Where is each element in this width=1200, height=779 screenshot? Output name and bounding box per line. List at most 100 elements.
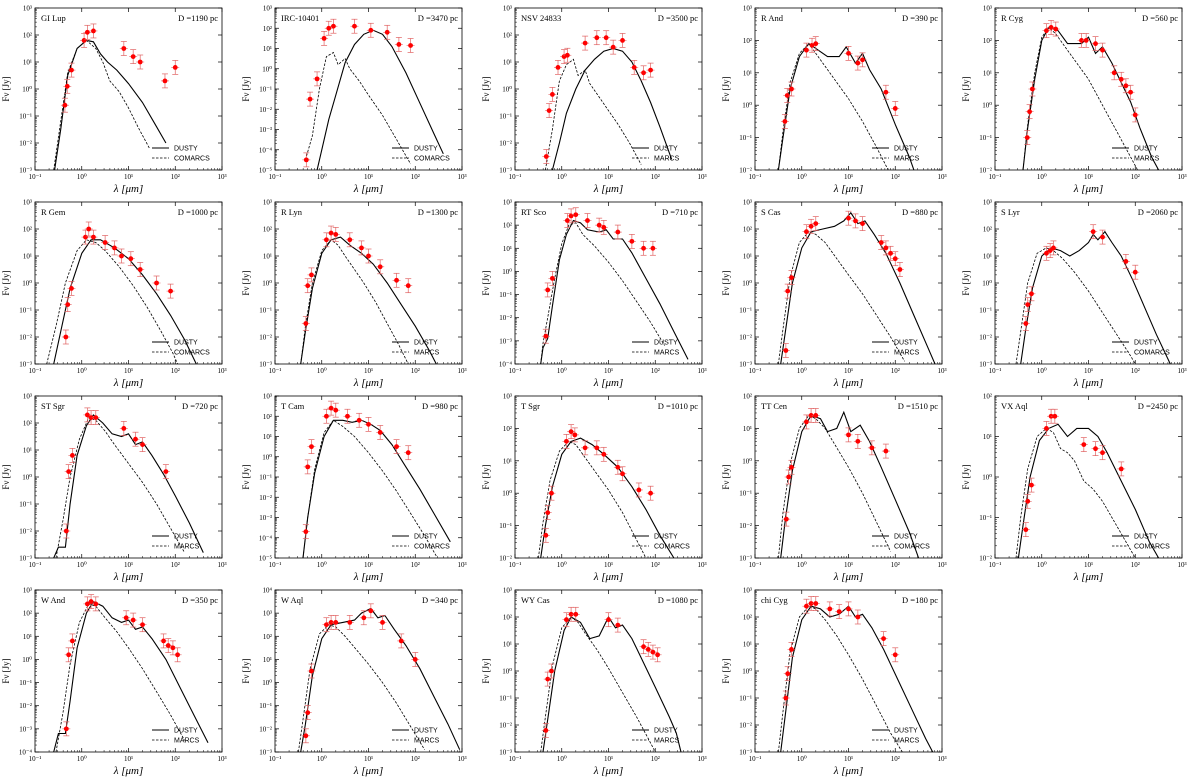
observed-point: [398, 638, 404, 644]
observed-point: [64, 83, 70, 89]
x-tick-label: 10³: [457, 561, 466, 569]
observed-point: [594, 445, 600, 451]
y-tick-label: 10⁰: [742, 668, 752, 676]
x-axis-label: λ [μm]: [113, 571, 144, 583]
observed-point: [161, 638, 166, 644]
x-tick-label: 10⁰: [77, 367, 87, 375]
x-axis-label: λ [μm]: [353, 377, 384, 389]
x-tick-label: 10⁻¹: [509, 173, 522, 181]
x-tick-label: 10³: [937, 173, 946, 181]
distance-label: D =3470 pc: [418, 13, 458, 23]
x-tick-label: 10⁻¹: [509, 561, 522, 569]
x-tick-label: 10⁻¹: [749, 755, 762, 763]
observed-point: [140, 622, 145, 628]
observed-point: [564, 438, 569, 444]
x-tick-label: 10¹: [364, 755, 373, 763]
x-tick-label: 10⁻¹: [269, 755, 282, 763]
y-tick-label: 10¹: [743, 69, 752, 77]
y-tick-label: 10³: [23, 199, 32, 207]
observed-point: [641, 644, 646, 650]
observed-point: [366, 421, 371, 427]
observed-point: [1048, 25, 1054, 30]
observed-point: [333, 232, 339, 237]
y-tick-label: 10⁰: [982, 474, 992, 482]
observed-point: [63, 726, 69, 732]
y-tick-label: 10¹: [743, 641, 752, 649]
observed-point: [394, 277, 399, 283]
y-tick-label: 10¹: [263, 45, 272, 53]
x-tick-label: 10⁰: [557, 367, 567, 375]
observed-point: [568, 213, 574, 219]
observed-point: [140, 442, 145, 447]
observed-point: [368, 608, 374, 614]
x-axis-label: λ [μm]: [1073, 183, 1104, 195]
y-tick-label: 10¹: [263, 433, 272, 441]
y-axis-label: Fν [Jy]: [241, 76, 251, 101]
y-tick-label: 10⁻²: [259, 725, 272, 733]
y-tick-label: 10⁰: [22, 86, 32, 94]
observed-point: [377, 264, 383, 270]
observed-point: [93, 601, 99, 607]
observed-point: [331, 23, 336, 29]
dusty-model-line: [540, 437, 675, 558]
observed-point: [641, 245, 646, 251]
y-tick-label: 10²: [23, 226, 32, 234]
y-tick-label: 10¹: [983, 69, 992, 77]
observed-point: [333, 407, 339, 413]
observed-point: [130, 617, 136, 623]
observed-point: [1027, 109, 1032, 115]
observed-point: [405, 450, 411, 456]
observed-point: [1052, 413, 1058, 419]
y-tick-label: 10⁰: [502, 490, 512, 498]
y-tick-label: 10⁰: [742, 457, 752, 465]
y-tick-label: 10¹: [503, 59, 512, 67]
x-tick-label: 10²: [891, 173, 900, 181]
observed-point: [133, 436, 138, 442]
legend-label-model1: DUSTY: [894, 534, 918, 541]
y-tick-label: 10⁻³: [19, 167, 32, 175]
y-axis-label: Fν [Jy]: [961, 270, 971, 295]
observed-point: [1030, 86, 1035, 92]
observed-point: [1023, 527, 1029, 533]
observed-point: [846, 50, 851, 56]
y-tick-label: 10²: [263, 633, 272, 641]
y-tick-label: 10³: [503, 393, 512, 401]
observed-point: [804, 603, 809, 609]
observed-point: [648, 490, 653, 496]
star-name: IRC-10401: [281, 13, 319, 23]
model-dashed-line: [302, 419, 437, 558]
y-tick-label: 10⁰: [502, 86, 512, 94]
legend-label-model2: MARCS: [894, 738, 920, 745]
legend-label-model1: DUSTY: [414, 146, 438, 153]
y-tick-label: 10⁻¹: [739, 307, 752, 315]
x-tick-label: 10²: [891, 367, 900, 375]
star-name: RT Sco: [521, 207, 546, 217]
x-axis-label: λ [μm]: [113, 765, 144, 777]
dusty-model-line: [1017, 423, 1160, 558]
y-tick-label: 10²: [743, 226, 752, 234]
sed-panel-s-cas: 10⁻¹ 10⁰ 10¹ 10² 10³ 10⁻³ 10⁻² 10⁻¹ 10⁰ 10¹ 10² 10³…: [721, 199, 947, 390]
observed-point: [645, 647, 651, 652]
x-tick-label: 10⁻¹: [269, 173, 282, 181]
y-tick-label: 10⁻²: [259, 106, 272, 114]
y-axis-label: Fν [Jy]: [1, 76, 11, 101]
distance-label: D =1190 pc: [178, 13, 218, 23]
y-tick-label: 10²: [503, 222, 512, 230]
y-axis-label: Fν [Jy]: [481, 270, 491, 295]
observed-point: [897, 267, 903, 272]
observed-point: [324, 413, 329, 419]
x-tick-label: 10¹: [1084, 367, 1093, 375]
x-tick-label: 10³: [217, 173, 226, 181]
y-tick-label: 10⁻⁵: [259, 555, 273, 563]
observed-point: [352, 23, 357, 29]
x-tick-label: 10³: [697, 755, 706, 763]
x-tick-label: 10³: [457, 173, 466, 181]
y-tick-label: 10⁰: [262, 453, 272, 461]
observed-point: [808, 601, 814, 606]
observed-point: [615, 464, 621, 470]
distance-label: D =710 pc: [662, 207, 698, 217]
x-tick-label: 10²: [171, 561, 180, 569]
y-tick-label: 10⁻²: [979, 167, 992, 175]
star-name: NSV 24833: [521, 13, 561, 23]
